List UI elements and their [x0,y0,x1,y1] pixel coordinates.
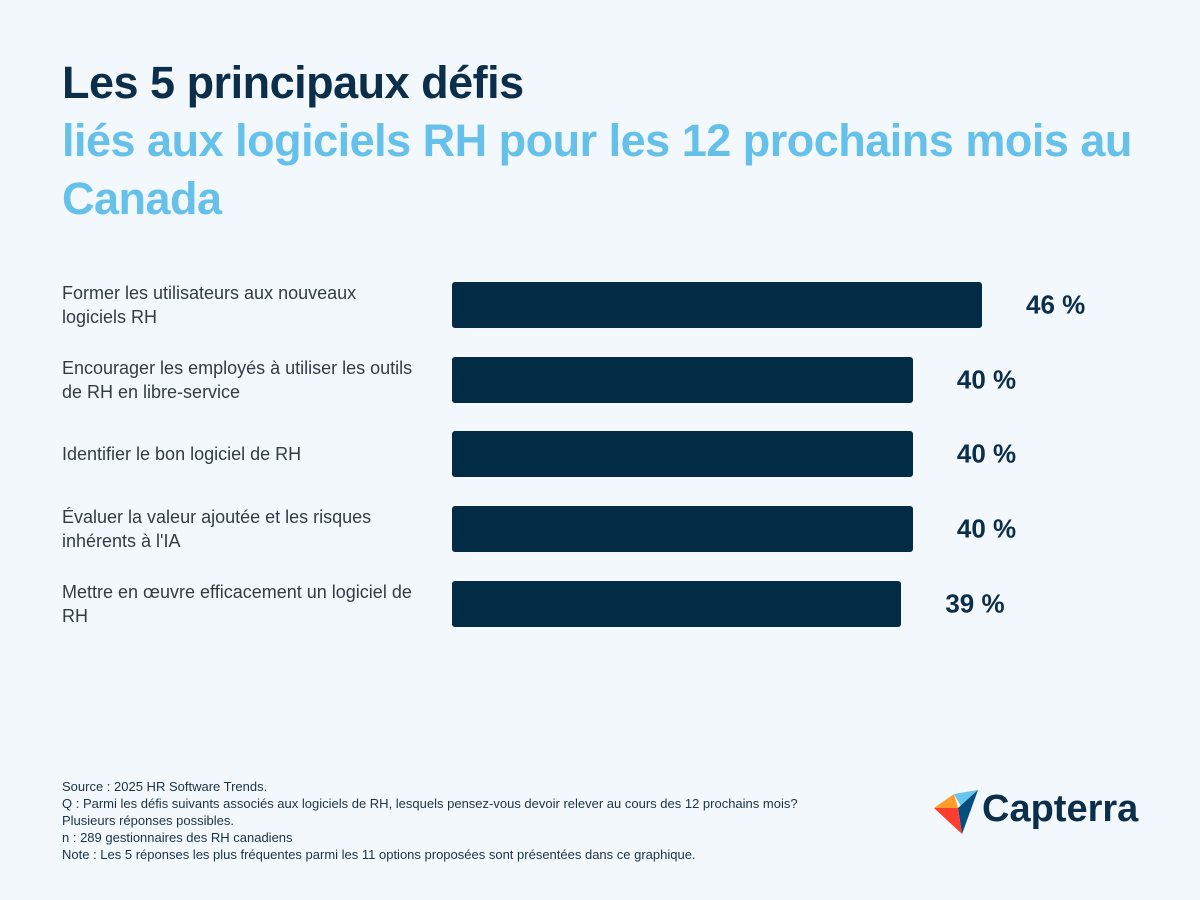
bar [452,506,913,553]
footnote: Plusieurs réponses possibles. [62,813,234,828]
footnote: n : 289 gestionnaires des RH canadiens [62,830,293,845]
logo-text: Capterra [982,788,1139,830]
value-label: 40 % [956,513,1017,544]
category-label: Identifier le bon logiciel de RH [62,444,302,465]
footnote: Note : Les 5 réponses les plus fréquente… [62,847,696,862]
footnote: Q : Parmi les défis suivants associés au… [62,796,798,811]
chart-title: Les 5 principaux défis liés aux logiciel… [62,54,1142,228]
logo-icon [934,790,978,834]
category-label: Mettre en œuvre efficacement un logiciel… [62,581,412,626]
bar [452,356,913,403]
value-label: 40 % [956,438,1017,469]
category-label: Encourager les employés à utiliser les o… [62,357,413,402]
subtitle: liés aux logiciels RH pour les 12 procha… [62,115,1132,224]
bar [452,282,982,328]
bar [452,431,913,478]
title: Les 5 principaux défis [62,57,524,108]
category-label: Évaluer la valeur ajoutée et les risques… [62,507,372,552]
value-label: 40 % [956,364,1017,395]
category-label: Former les utilisateurs aux nouveaux log… [62,283,357,327]
footnotes: Source : 2025 HR Software Trends. Q : Par… [62,778,798,863]
footnote: Source : 2025 HR Software Trends. [62,779,268,794]
value-label: 46 % [1026,289,1086,320]
value-label: 39 % [945,588,1005,619]
logo: Capterra [932,786,1162,838]
bar [452,580,902,627]
